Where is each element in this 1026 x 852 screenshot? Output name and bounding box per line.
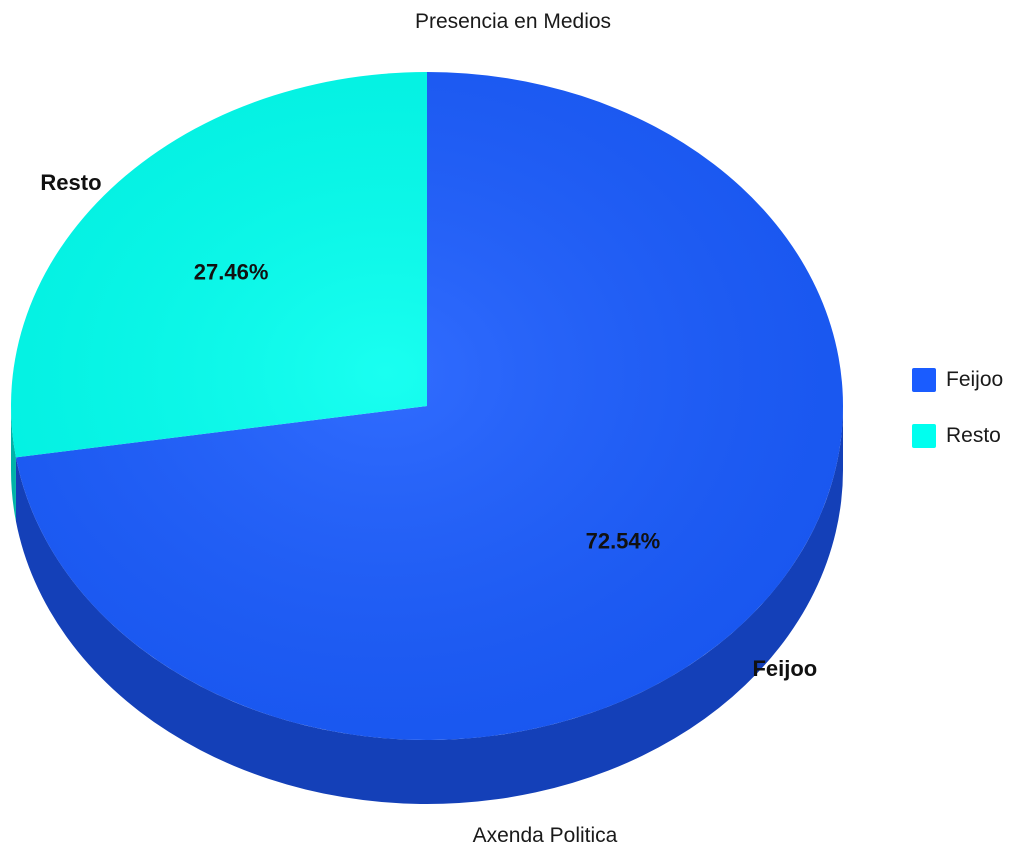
legend-item-resto[interactable]: Resto	[912, 421, 1003, 451]
chart-title: Presencia en Medios	[414, 10, 612, 33]
legend-label-resto: Resto	[946, 424, 1001, 447]
legend-label-feijoo: Feijoo	[946, 368, 1004, 391]
legend-swatch-feijoo	[912, 368, 936, 392]
slice-name-label-feijoo: Feijoo	[752, 656, 817, 681]
legend-item-feijoo[interactable]: Feijoo	[912, 365, 1003, 395]
slice-name-label-resto: Resto	[40, 170, 101, 195]
legend-swatch-resto	[912, 424, 936, 448]
slice-value-label-resto: 27.46%	[194, 259, 269, 284]
chart-subtitle: Axenda Politica	[472, 824, 618, 847]
slice-value-label-feijoo: 72.54%	[586, 529, 661, 554]
legend: Feijoo Resto	[912, 365, 1003, 477]
